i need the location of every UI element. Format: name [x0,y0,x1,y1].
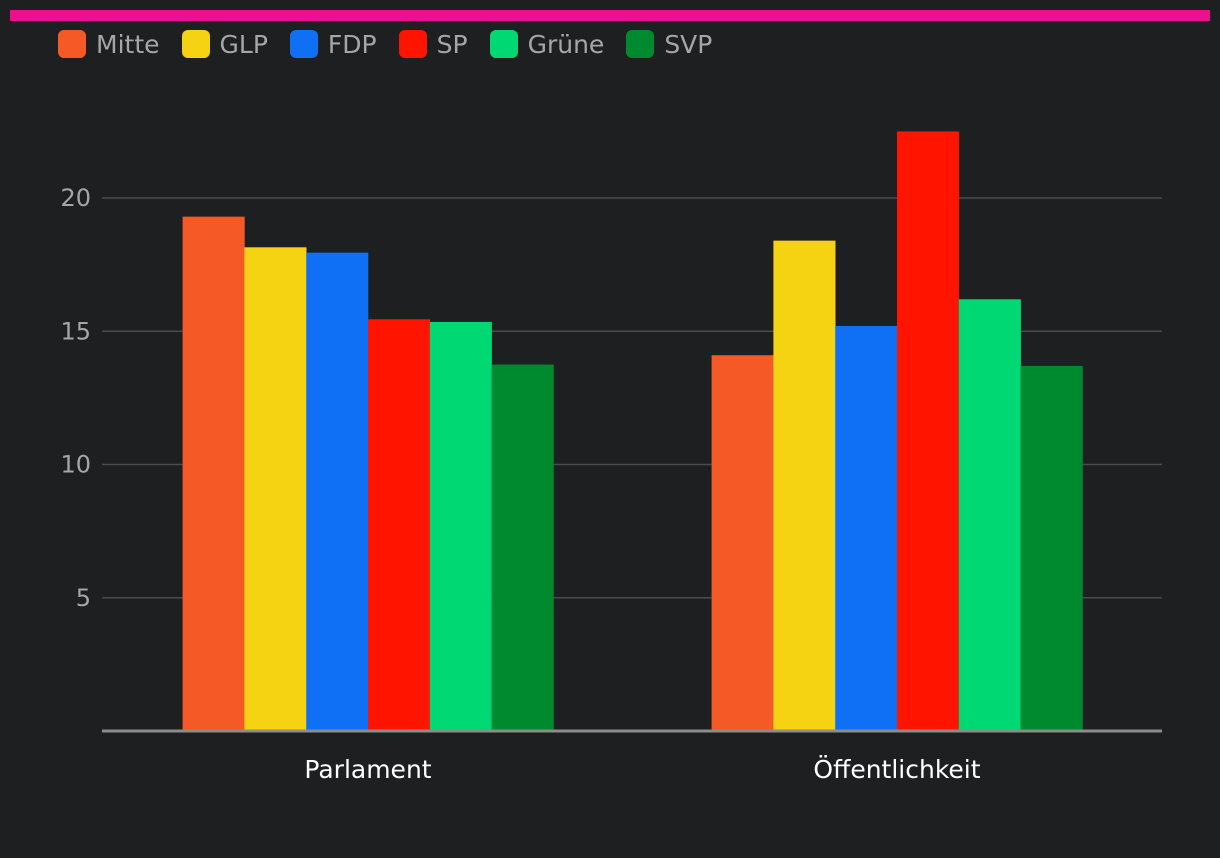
legend-item-sp[interactable]: SP [398,29,468,59]
top-accent-bar [10,10,1210,21]
legend-label-mitte: Mitte [96,29,160,59]
chart-legend: Mitte GLP FDP SP Grüne SVP [58,26,712,62]
bar-öffentlichkeit-mitte [711,355,774,731]
legend-item-glp[interactable]: GLP [181,29,268,59]
bar-parlament-mitte [182,216,245,731]
bar-öffentlichkeit-fdp [835,325,898,731]
legend-label-svp: SVP [664,29,713,59]
legend-label-fdp: FDP [327,29,377,59]
legend-swatch-glp [181,30,210,58]
bar-parlament-svp [491,364,554,731]
legend-label-sp: SP [436,29,468,59]
legend-item-gruene[interactable]: Grüne [489,29,605,59]
bar-öffentlichkeit-svp [1020,365,1083,731]
bar-öffentlichkeit-glp [773,240,836,731]
y-tick-label-15: 15 [60,317,91,345]
y-tick-label-20: 20 [60,184,91,212]
x-tick-label-0: Parlament [304,755,431,784]
legend-swatch-fdp [289,30,318,58]
bar-parlament-fdp [306,252,369,731]
bar-öffentlichkeit-grüne [958,299,1021,731]
legend-label-glp: GLP [219,29,268,59]
legend-swatch-svp [626,30,655,58]
y-tick-label-5: 5 [76,584,91,612]
legend-swatch-gruene [489,30,518,58]
bar-parlament-grüne [429,321,492,731]
legend-swatch-mitte [58,30,86,58]
bar-parlament-glp [244,247,307,732]
legend-label-gruene: Grüne [527,29,605,59]
x-tick-label-1: Öffentlichkeit [813,755,980,784]
legend-item-svp[interactable]: SVP [626,30,712,58]
bar-öffentlichkeit-sp [897,131,960,731]
legend-item-fdp[interactable]: FDP [289,29,377,59]
legend-swatch-sp [398,30,427,58]
bar-parlament-sp [368,319,431,731]
legend-item-mitte[interactable]: Mitte [58,30,160,58]
y-tick-label-10: 10 [60,451,91,479]
